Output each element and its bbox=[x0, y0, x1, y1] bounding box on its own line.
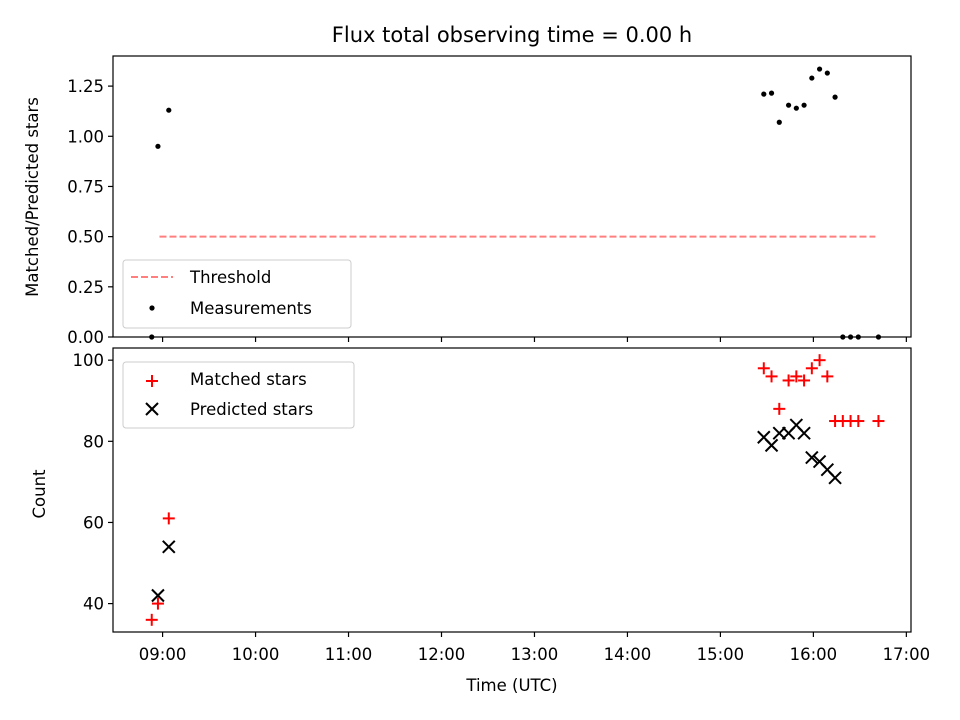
measurement-point bbox=[166, 107, 172, 113]
bottom-panel: 40 60 80 100 09:00 10:00 11:00 12:00 13:00 14:00… bbox=[30, 347, 930, 695]
x-tick-label: 11:00 bbox=[325, 645, 373, 664]
matched-stars-point bbox=[821, 370, 834, 383]
matched-stars-point bbox=[790, 370, 803, 383]
predicted-legend-marker bbox=[145, 402, 159, 416]
matched-stars-point bbox=[162, 512, 175, 525]
predicted-stars-point bbox=[797, 426, 811, 440]
top-x-ticks bbox=[161, 337, 907, 342]
y-tick-label: 1.00 bbox=[67, 127, 104, 146]
top-plot-area bbox=[149, 66, 882, 340]
matched-stars-point bbox=[151, 597, 164, 610]
bottom-plot-area bbox=[145, 354, 885, 626]
measurement-point bbox=[776, 119, 782, 125]
measurement-point bbox=[793, 105, 799, 111]
matched-legend-label: Matched stars bbox=[190, 370, 307, 389]
measurement-point bbox=[832, 94, 838, 100]
y-tick-label: 0.50 bbox=[67, 228, 104, 247]
matched-stars-point bbox=[813, 354, 826, 367]
y-tick-label: 60 bbox=[83, 513, 104, 532]
matched-stars-point bbox=[798, 374, 811, 387]
measurement-point bbox=[785, 102, 792, 108]
x-tick-label: 12:00 bbox=[418, 645, 466, 664]
matched-stars-point bbox=[805, 362, 818, 375]
top-y-axis-label: Matched/Predicted stars bbox=[23, 97, 42, 297]
x-tick-label: 13:00 bbox=[511, 645, 559, 664]
matched-legend-marker bbox=[146, 375, 158, 387]
top-y-ticks: 0.00 0.25 0.50 0.75 1.00 1.25 bbox=[67, 77, 113, 347]
matched-stars-point bbox=[773, 402, 786, 415]
x-axis-label: Time (UTC) bbox=[465, 676, 557, 695]
top-axes-frame bbox=[112, 55, 912, 338]
threshold-legend-label: Threshold bbox=[189, 268, 271, 287]
predicted-stars-point bbox=[764, 438, 779, 453]
x-tick-label: 10:00 bbox=[232, 645, 280, 664]
matched-stars-point bbox=[765, 370, 778, 383]
y-tick-label: 40 bbox=[83, 595, 104, 614]
predicted-stars-point bbox=[151, 588, 165, 603]
y-tick-label: 0.00 bbox=[67, 328, 104, 347]
predicted-stars-point bbox=[828, 471, 842, 485]
measurement-point bbox=[801, 102, 807, 108]
y-tick-label: 0.75 bbox=[67, 177, 104, 196]
matched-stars-point bbox=[782, 374, 795, 387]
x-tick-label: 17:00 bbox=[883, 645, 931, 664]
predicted-stars-point bbox=[162, 540, 176, 554]
bottom-x-ticks: 09:00 10:00 11:00 12:00 13:00 14:00 15:00 16:00… bbox=[139, 632, 930, 664]
y-tick-label: 80 bbox=[83, 432, 104, 451]
top-panel: 0.00 0.25 0.50 0.75 1.00 1.25 Matched/Predict… bbox=[23, 55, 912, 347]
measurement-point bbox=[816, 66, 823, 72]
y-tick-label: 0.25 bbox=[67, 278, 104, 297]
y-tick-label: 1.25 bbox=[67, 77, 104, 96]
bottom-legend: Matched stars Predicted stars bbox=[122, 361, 355, 429]
x-tick-label: 16:00 bbox=[790, 645, 838, 664]
measurement-point bbox=[761, 91, 767, 97]
x-tick-label: 14:00 bbox=[604, 645, 652, 664]
matched-stars-point bbox=[852, 415, 865, 428]
figure-title: Flux total observing time = 0.00 h bbox=[332, 23, 692, 47]
matched-stars-point bbox=[757, 362, 770, 375]
measurement-point bbox=[824, 70, 830, 76]
matched-stars-point bbox=[145, 613, 158, 626]
x-tick-label: 09:00 bbox=[139, 645, 187, 664]
measurement-point bbox=[155, 143, 161, 149]
bottom-y-axis-label: Count bbox=[30, 469, 49, 519]
top-legend: Threshold Measurements bbox=[122, 259, 352, 329]
y-tick-label: 100 bbox=[73, 351, 105, 370]
bottom-legend-box bbox=[122, 361, 355, 429]
measurements-legend-marker bbox=[149, 305, 155, 311]
top-legend-box bbox=[122, 259, 352, 329]
measurement-point bbox=[768, 90, 775, 96]
predicted-legend-label: Predicted stars bbox=[190, 400, 313, 419]
measurements-legend-label: Measurements bbox=[190, 299, 312, 318]
matched-stars-point bbox=[872, 415, 885, 428]
x-tick-label: 15:00 bbox=[697, 645, 745, 664]
measurement-point bbox=[809, 75, 815, 81]
bottom-axes-frame bbox=[112, 347, 912, 633]
bottom-y-ticks: 40 60 80 100 bbox=[73, 351, 113, 614]
predicted-stars-point bbox=[805, 450, 819, 465]
